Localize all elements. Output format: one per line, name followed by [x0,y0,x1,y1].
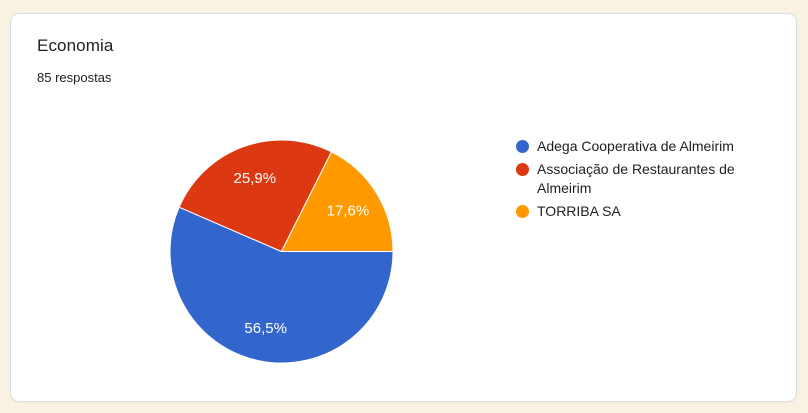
question-summary-card: Economia 85 respostas 56,5% 25,9% 17,6% … [10,13,797,402]
pie-slice-label-orange: 17,6% [327,203,370,220]
question-title: Economia [37,36,114,55]
legend-swatch-orange-icon [516,205,529,218]
legend-item[interactable]: TORRIBA SA [516,202,762,221]
pie-slice-associacao-restaurantes[interactable] [178,139,332,252]
pie-slice-adega-cooperativa[interactable] [169,206,394,364]
legend-label: Adega Cooperativa de Almeirim [537,138,734,154]
legend-item[interactable]: Associação de Restaurantes de Almeirim [516,160,762,198]
legend-swatch-red-icon [516,163,529,176]
pie-chart: 56,5% 25,9% 17,6% [169,139,394,364]
pie-slice-label-red: 25,9% [234,170,277,187]
legend-item[interactable]: Adega Cooperativa de Almeirim [516,137,762,156]
legend-label: TORRIBA SA [537,203,621,219]
legend-swatch-blue-icon [516,140,529,153]
pie-slice-label-blue: 56,5% [244,320,287,337]
pie-slice-torriba[interactable] [281,151,394,252]
pie-chart-svg: 56,5% 25,9% 17,6% [169,139,394,364]
legend-label: Associação de Restaurantes de Almeirim [537,161,735,196]
responses-count: 85 respostas [37,70,112,85]
chart-legend: Adega Cooperativa de Almeirim Associação… [516,137,762,225]
